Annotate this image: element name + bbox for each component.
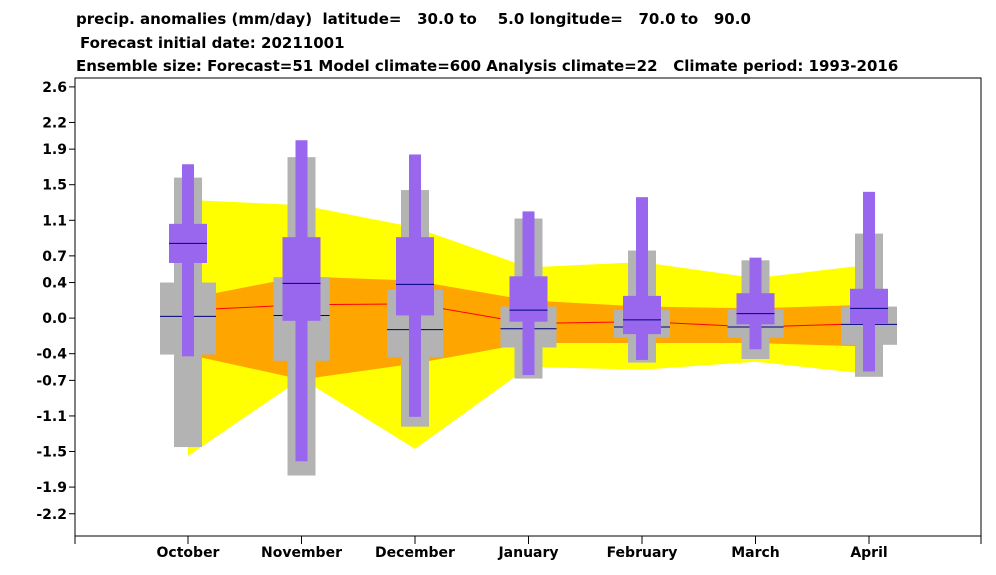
chart-title-line-2: Forecast initial date: 20211001 — [80, 34, 345, 52]
y-tick-label: -1.5 — [36, 445, 67, 461]
y-tick-label: 0.4 — [42, 276, 67, 292]
forecast-box — [509, 276, 548, 322]
y-tick-label: 2.2 — [42, 115, 67, 131]
y-tick-label: -2.2 — [36, 507, 67, 523]
forecast-whisker — [636, 197, 648, 360]
forecast-box — [850, 288, 888, 324]
forecast-box — [736, 293, 775, 325]
x-tick-label: January — [497, 545, 558, 561]
y-tick-label: -0.4 — [36, 347, 67, 363]
y-tick-label: 2.6 — [42, 80, 67, 96]
forecast-box — [282, 237, 321, 321]
y-tick-label: 0.0 — [42, 311, 67, 327]
chart-title-line-3: Ensemble size: Forecast=51 Model climate… — [76, 57, 899, 75]
y-tick-label: 1.1 — [42, 213, 67, 229]
y-axis: 2.6 2.2 1.9 1.5 1.1 0.7 0.4 0.0 -0.4 -0.7 -1.1 -1.5… — [36, 80, 75, 523]
y-tick-label: -1.1 — [36, 409, 67, 425]
box-plots — [160, 140, 897, 476]
y-tick-label: -1.9 — [36, 480, 67, 496]
x-tick-label: December — [375, 545, 455, 561]
x-tick-label: October — [157, 545, 220, 561]
x-axis: October November December January February Ma… — [74, 536, 982, 561]
y-tick-label: 0.7 — [42, 249, 67, 265]
y-tick-label: 1.5 — [42, 178, 67, 194]
x-tick-label: March — [731, 545, 780, 561]
forecast-box — [396, 237, 434, 316]
y-tick-label: -0.7 — [36, 373, 67, 389]
x-tick-label: February — [607, 545, 678, 561]
x-tick-label: April — [850, 545, 887, 561]
y-tick-label: 1.9 — [42, 142, 67, 158]
forecast-whisker — [863, 191, 875, 372]
forecast-box — [623, 295, 661, 335]
x-tick-label: November — [261, 545, 342, 561]
chart-title-line-1: precip. anomalies (mm/day) latitude= 30.… — [76, 10, 751, 28]
